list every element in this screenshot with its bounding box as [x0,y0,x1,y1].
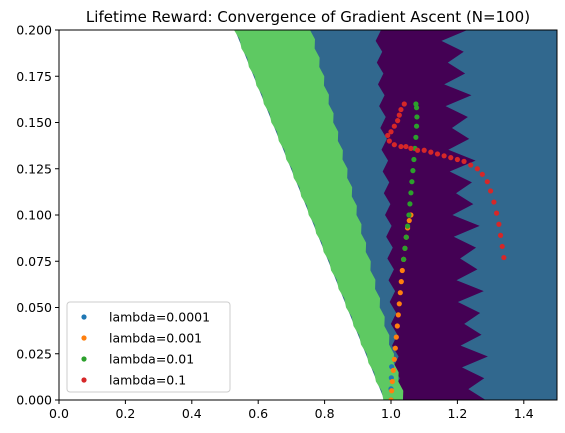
data-point [414,147,421,153]
y-tick-label: 0.075 [16,254,52,269]
data-point [395,118,401,124]
data-point [398,106,404,113]
y-tick-label: 0.200 [16,23,52,38]
data-point [413,101,419,107]
x-tick-label: 0.8 [315,406,335,421]
x-tick-label: 0.4 [182,406,202,421]
legend-marker [81,335,87,341]
data-point [403,234,409,240]
data-point [407,201,413,207]
y-tick-label: 0.100 [16,208,52,223]
data-point [394,323,400,329]
data-point [491,199,497,205]
data-point [388,129,394,135]
legend-label: lambda=0.001 [109,331,202,346]
data-point [396,112,402,118]
data-point [474,166,480,172]
background-regions [59,30,557,400]
data-point [405,223,411,229]
region-low [233,30,404,400]
data-point [386,138,392,144]
y-tick-label: 0.000 [16,393,52,408]
data-point [501,254,507,261]
data-point [414,114,420,120]
data-point [395,312,401,318]
data-point [461,158,467,164]
legend-marker [81,377,87,383]
data-point [441,153,447,159]
data-point [389,378,395,385]
data-point [389,388,395,394]
data-point [411,156,417,163]
legend-marker [81,314,87,320]
data-point [408,145,414,151]
data-point [493,210,500,216]
series-3 [401,101,420,262]
data-point [398,143,404,150]
chart-title: Lifetime Reward: Convergence of Gradient… [86,8,530,26]
data-point [401,256,407,262]
legend-label: lambda=0.1 [109,373,186,388]
data-point [413,123,420,129]
data-point [388,397,394,400]
data-point [454,156,460,163]
data-point [396,301,402,307]
legend-marker [81,356,87,362]
data-point [385,132,391,139]
data-point [479,171,485,177]
x-tick-label: 0.6 [248,406,268,421]
data-point [391,356,397,362]
x-tick-label: 1.4 [514,406,534,421]
x-tick-label: 0.0 [49,406,69,421]
data-point [484,179,490,185]
legend-box [66,301,231,393]
data-point [402,245,408,251]
data-points [385,101,507,400]
data-point [406,217,412,224]
y-axis: 0.000 0.025 0.050 0.075 0.100 0.125 0.150 0.175… [16,23,59,408]
data-point [410,168,416,174]
data-point [409,179,415,185]
data-point [397,290,403,296]
x-tick-label: 1.0 [381,406,401,421]
data-point [408,190,414,196]
data-point [399,267,405,274]
data-point [499,243,505,250]
data-point [391,142,397,148]
data-point [448,155,454,161]
legend: lambda=0.0001 lambda=0.001 lambda=0.01 lamb… [66,301,231,393]
data-point [391,123,397,129]
data-point [428,149,434,155]
data-point [413,134,419,140]
y-tick-label: 0.175 [16,69,52,84]
x-tick-label: 0.2 [115,406,135,421]
y-tick-label: 0.050 [16,300,52,315]
data-point [398,279,404,285]
data-point [434,151,441,157]
x-tick-label: 1.2 [447,406,467,421]
data-point [393,334,399,340]
data-point [401,101,407,107]
data-point [392,345,398,351]
legend-label: lambda=0.0001 [109,310,210,325]
y-tick-label: 0.150 [16,115,52,130]
y-tick-label: 0.025 [16,346,52,361]
data-point [488,188,494,194]
legend-label: lambda=0.01 [109,352,194,367]
x-axis: 0.0 0.2 0.4 0.6 0.8 1.0 1.2 1.4 [49,400,534,421]
data-point [468,162,474,168]
data-point [497,232,504,238]
data-point [406,212,412,218]
data-point [421,147,427,153]
data-point [390,367,396,373]
y-tick-label: 0.125 [16,161,52,176]
region-high [375,30,488,400]
data-point [403,143,409,150]
series-4 [385,101,507,261]
data-point [496,221,502,227]
